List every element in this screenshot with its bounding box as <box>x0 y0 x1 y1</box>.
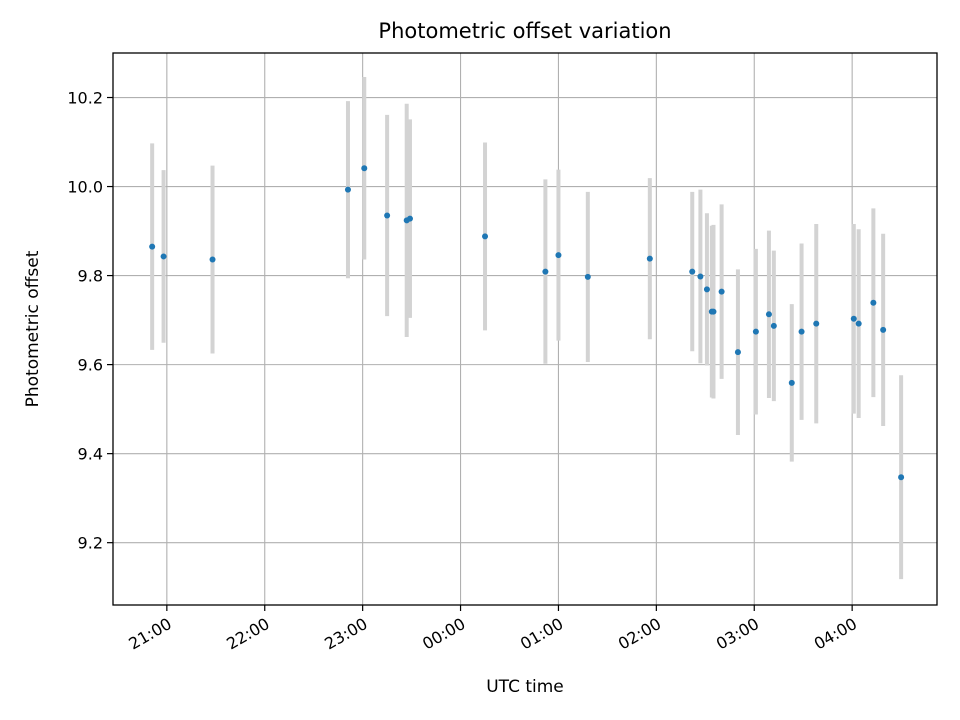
y-tick-label: 10.0 <box>67 178 103 197</box>
y-tick-label: 9.6 <box>78 356 103 375</box>
y-tick-label: 9.4 <box>78 445 103 464</box>
data-point <box>788 379 795 386</box>
data-point <box>703 286 710 293</box>
data-point <box>482 233 489 240</box>
data-point <box>584 273 591 280</box>
data-point <box>542 268 549 275</box>
data-point <box>734 349 741 356</box>
y-tick-label: 9.2 <box>78 534 103 553</box>
x-axis-label: UTC time <box>486 677 564 697</box>
data-point <box>850 315 857 322</box>
data-point <box>406 215 413 222</box>
data-point <box>697 273 704 280</box>
data-point <box>209 256 216 263</box>
data-point <box>149 243 156 250</box>
data-point <box>880 326 887 333</box>
data-point <box>855 320 862 327</box>
data-point <box>160 253 167 260</box>
y-axis-label: Photometric offset <box>23 250 43 407</box>
data-point <box>555 252 562 259</box>
plot-area-frame <box>112 52 938 606</box>
data-point <box>718 288 725 295</box>
data-point <box>765 311 772 318</box>
data-point <box>752 328 759 335</box>
data-point <box>646 255 653 262</box>
data-point <box>384 212 391 219</box>
y-tick-label: 9.8 <box>78 267 103 286</box>
data-point <box>870 299 877 306</box>
data-point <box>770 322 777 329</box>
data-point <box>813 320 820 327</box>
data-point <box>344 186 351 193</box>
chart-title: Photometric offset variation <box>378 19 671 43</box>
data-point <box>898 474 905 481</box>
data-point <box>798 328 805 335</box>
y-tick-label: 10.2 <box>67 89 103 108</box>
data-point <box>710 308 717 315</box>
data-points <box>149 165 905 481</box>
data-point <box>689 268 696 275</box>
data-point <box>361 165 368 172</box>
